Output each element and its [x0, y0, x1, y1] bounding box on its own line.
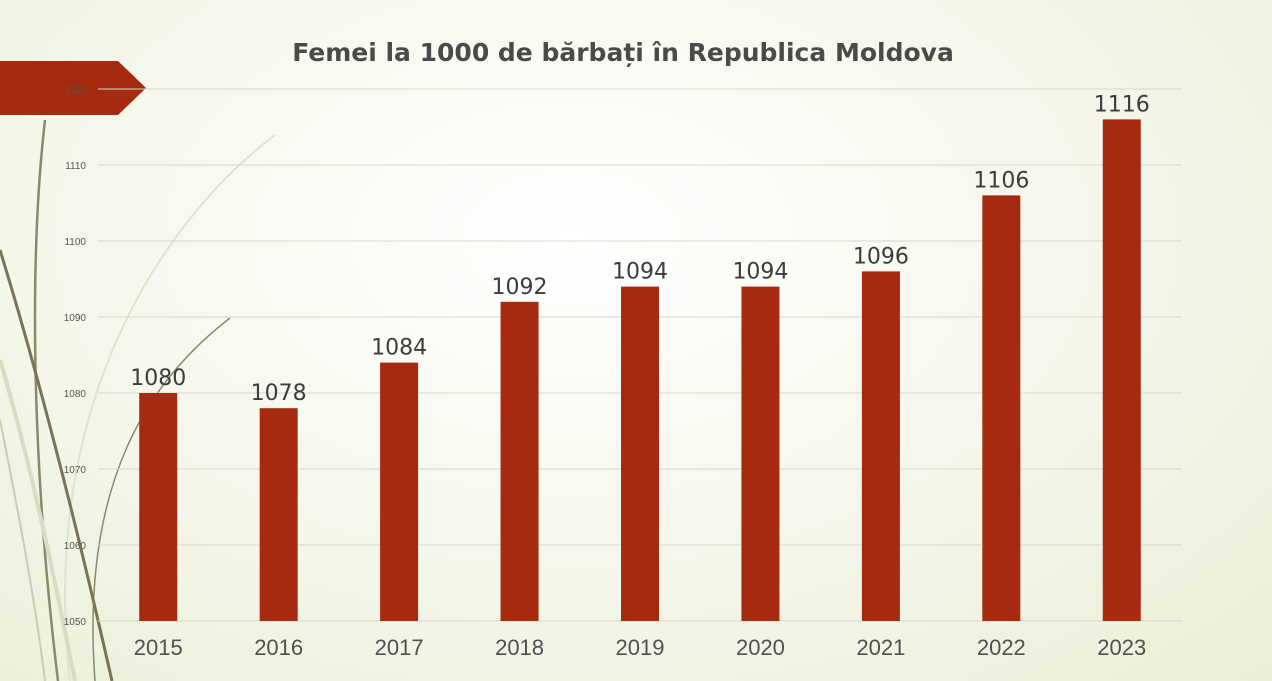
y-tick-label: 1050 — [64, 617, 87, 628]
y-tick-label: 1120 — [64, 85, 86, 96]
chart-title: Femei la 1000 de bărbați în Republica Mo… — [292, 38, 954, 67]
x-category-label: 2020 — [736, 635, 785, 660]
y-tick-label: 1060 — [64, 541, 87, 552]
bar-2019 — [621, 286, 659, 621]
data-label-2022: 1106 — [973, 168, 1029, 193]
y-tick-label: 1070 — [64, 465, 87, 476]
data-label-2015: 1080 — [130, 366, 186, 391]
x-category-label: 2016 — [254, 635, 303, 660]
x-category-label: 2019 — [616, 635, 665, 660]
data-label-2023: 1116 — [1094, 92, 1150, 117]
x-category-label: 2023 — [1097, 635, 1146, 660]
data-label-2021: 1096 — [853, 244, 909, 269]
bar-2023 — [1102, 119, 1141, 622]
bar-2022 — [982, 195, 1021, 621]
x-category-label: 2017 — [375, 635, 424, 660]
bar-2021 — [861, 271, 900, 621]
data-label-2017: 1084 — [371, 336, 427, 361]
bar-2016 — [259, 408, 298, 621]
bar-2020 — [741, 286, 780, 621]
data-label-2020: 1094 — [732, 260, 788, 285]
x-category-label: 2015 — [134, 635, 183, 660]
bar-2018 — [500, 301, 539, 621]
x-category-label: 2022 — [977, 635, 1026, 660]
y-tick-label: 1090 — [64, 313, 87, 324]
data-label-2018: 1092 — [492, 275, 548, 300]
y-tick-label: 1100 — [64, 237, 86, 248]
y-tick-label: 1080 — [64, 389, 87, 400]
x-category-label: 2018 — [495, 635, 544, 660]
bar-2017 — [380, 362, 419, 621]
data-label-2019: 1094 — [612, 260, 668, 285]
bar-2015 — [139, 393, 178, 621]
y-tick-label: 1110 — [65, 161, 86, 172]
data-label-2016: 1078 — [251, 381, 307, 406]
x-category-label: 2021 — [856, 635, 905, 660]
